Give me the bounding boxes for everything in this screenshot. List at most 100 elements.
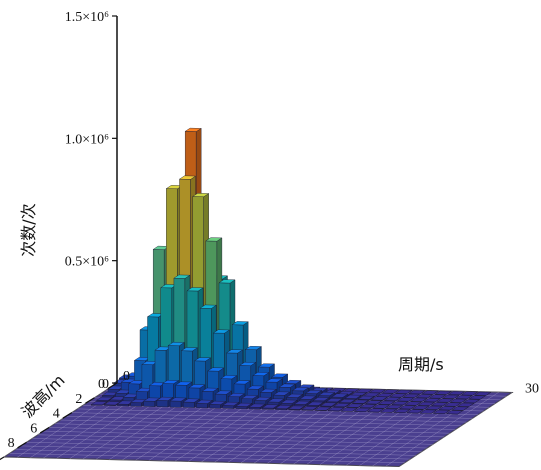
bar-top-face: [246, 385, 264, 390]
floor-gridline-y: [26, 441, 422, 452]
bar-top-face: [417, 401, 436, 406]
bar-top-face: [438, 406, 456, 411]
bar-top-face: [225, 349, 244, 354]
bar-front-face: [182, 401, 195, 408]
bar: [429, 394, 447, 399]
y-tick-mark: [39, 426, 50, 434]
bar: [287, 405, 306, 411]
bar-top-face: [167, 342, 185, 347]
bar: [359, 404, 377, 409]
bar-top-face: [419, 409, 437, 414]
bar-top-face: [355, 388, 374, 393]
bar: [382, 389, 400, 394]
bar: [274, 405, 293, 411]
bar-top-face: [287, 405, 306, 410]
bar: [385, 404, 404, 410]
floor-gridline-y: [43, 430, 439, 441]
bar-top-face: [135, 387, 153, 392]
bar-top-face: [383, 396, 402, 401]
bar-top-face: [180, 347, 199, 352]
bar-top-face: [286, 393, 304, 398]
y-tick-mark: [107, 382, 118, 390]
bar-top-face: [457, 402, 475, 407]
bar: [261, 404, 279, 410]
z-tick-group: 0 0.5×10⁶ 1.0×10⁶ 1.5×10⁶: [65, 10, 117, 392]
bar-top-face: [257, 363, 276, 368]
bar-top-face: [169, 397, 187, 402]
bar-top-face: [425, 405, 443, 410]
bar-top-face: [442, 394, 460, 399]
bar-top-face: [404, 401, 422, 406]
bar-front-face: [169, 400, 182, 408]
bar: [301, 406, 319, 411]
bar-top-face: [248, 403, 266, 408]
y-tick-label: 6: [30, 421, 37, 436]
bar-top-face: [395, 389, 413, 394]
bar-top-face: [429, 394, 447, 399]
bar-top-face: [393, 408, 411, 413]
bar-top-face: [165, 185, 184, 190]
bar-top-face: [240, 395, 259, 400]
bar-top-face: [214, 390, 232, 395]
bar-top-face: [114, 389, 133, 394]
bar-top-face: [333, 403, 351, 408]
y-tick-label: 2: [75, 392, 82, 407]
bar-top-face: [220, 375, 238, 380]
bar-top-face: [468, 395, 486, 400]
bar: [449, 398, 468, 403]
bar-top-face: [350, 391, 368, 396]
bar-top-face: [340, 407, 358, 412]
bar-top-face: [233, 380, 251, 385]
bar-top-face: [199, 304, 217, 309]
z-tick-label: 1.5×10⁶: [65, 10, 109, 25]
bar-top-face: [415, 394, 434, 399]
bar: [432, 409, 451, 414]
bar-top-face: [188, 384, 206, 389]
bar: [96, 396, 114, 403]
bar-top-face: [116, 400, 135, 405]
bar-top-face: [259, 388, 278, 393]
bars-layer: [90, 127, 492, 415]
z-tick-label: 1.0×10⁶: [65, 132, 109, 147]
floor-gridline-y: [3, 456, 400, 467]
bar: [325, 398, 343, 404]
y-axis-title: 波高/m: [18, 371, 69, 422]
bar-top-face: [412, 405, 430, 410]
bar-top-face: [160, 284, 178, 289]
y-tick-mark: [17, 441, 27, 449]
bar-top-face: [195, 399, 214, 404]
floor-gridline-y: [37, 434, 433, 445]
bar-top-face: [212, 329, 231, 334]
bar-top-face: [318, 391, 336, 396]
z-tick-label: 0: [102, 377, 109, 392]
bar: [235, 402, 253, 410]
bar-top-face: [103, 401, 121, 406]
bar: [412, 405, 430, 410]
bar-top-face: [301, 406, 319, 411]
bar-top-face: [208, 400, 227, 405]
bar-top-face: [398, 405, 417, 410]
bar-top-face: [391, 401, 409, 406]
bar: [340, 407, 358, 412]
bar: [402, 393, 421, 398]
bar-top-face: [382, 389, 400, 394]
bar-top-face: [280, 399, 298, 404]
bar-front-face: [196, 403, 208, 409]
bar: [378, 400, 396, 406]
bar-top-face: [161, 379, 180, 384]
floor-gridline-y: [9, 453, 405, 464]
bar: [372, 404, 390, 409]
bar-top-face: [154, 346, 172, 351]
bar: [442, 394, 460, 399]
bar: [391, 401, 409, 406]
bar-top-face: [376, 393, 394, 398]
bar-top-face: [378, 400, 396, 405]
bar-top-face: [186, 287, 204, 292]
bar-top-face: [227, 393, 246, 398]
bar-top-face: [306, 401, 325, 406]
bar: [319, 402, 338, 408]
bar: [357, 395, 375, 401]
bar-top-face: [299, 395, 317, 400]
bar-top-face: [141, 360, 159, 365]
